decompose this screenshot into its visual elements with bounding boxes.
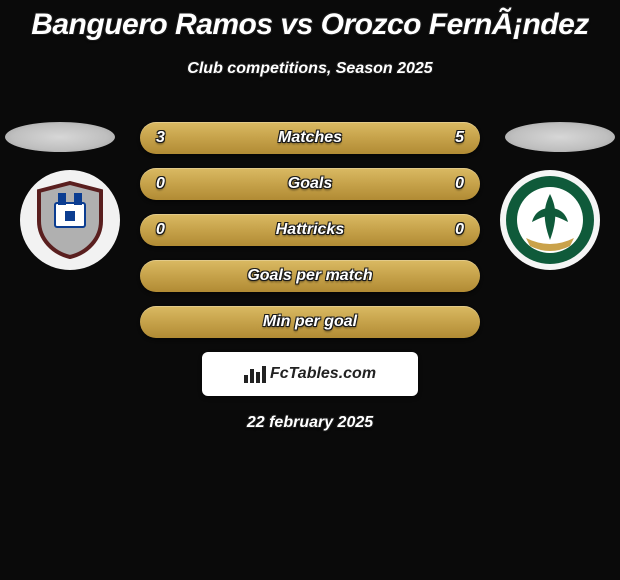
stat-value-left: 0 <box>156 221 180 239</box>
shield-icon <box>35 181 105 259</box>
stat-label: Goals per match <box>180 267 440 285</box>
bars-icon <box>244 365 266 383</box>
stat-value-right: 5 <box>440 129 464 147</box>
stat-value-right: 0 <box>440 175 464 193</box>
brand-card: FcTables.com <box>202 352 418 396</box>
stat-label: Matches <box>180 129 440 147</box>
stat-value-left: 3 <box>156 129 180 147</box>
stat-value-left: 0 <box>156 175 180 193</box>
stat-row-min-per-goal: Min per goal <box>140 306 480 338</box>
stat-value-right: 0 <box>440 221 464 239</box>
player-marker-right <box>505 122 615 152</box>
page-title: Banguero Ramos vs Orozco FernÃ¡ndez <box>0 0 620 42</box>
stat-row-goals-per-match: Goals per match <box>140 260 480 292</box>
stat-row-goals: 0 Goals 0 <box>140 168 480 200</box>
stat-label: Hattricks <box>180 221 440 239</box>
stat-row-matches: 3 Matches 5 <box>140 122 480 154</box>
stat-label: Goals <box>180 175 440 193</box>
club-badge-left <box>20 170 120 270</box>
subtitle: Club competitions, Season 2025 <box>0 60 620 78</box>
player-marker-left <box>5 122 115 152</box>
stat-label: Min per goal <box>180 313 440 331</box>
stat-row-hattricks: 0 Hattricks 0 <box>140 214 480 246</box>
brand-text: FcTables.com <box>270 365 376 383</box>
date-text: 22 february 2025 <box>0 414 620 432</box>
club-crest-icon <box>504 174 596 266</box>
stats-list: 3 Matches 5 0 Goals 0 0 Hattricks 0 Goal… <box>140 122 480 338</box>
club-badge-right <box>500 170 600 270</box>
